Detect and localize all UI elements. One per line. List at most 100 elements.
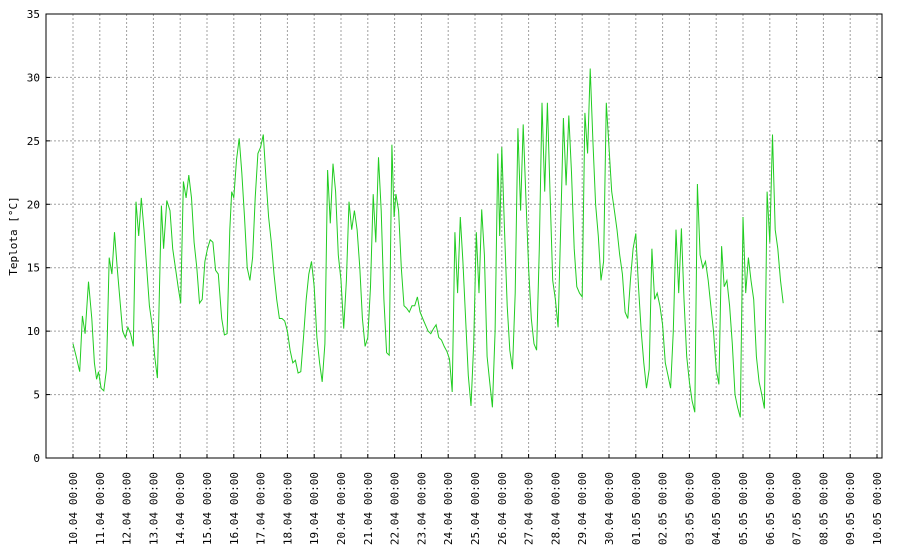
x-tick-group: 00:00 12.04 xyxy=(121,472,134,545)
x-tick-group: 00:00 15.04 xyxy=(201,472,214,545)
x-tick-time-label: 00:00 xyxy=(469,472,482,505)
x-tick-time-label: 00:00 xyxy=(415,472,428,505)
x-tick-group: 00:00 10.05 xyxy=(871,472,884,545)
x-tick-group: 00:00 05.05 xyxy=(737,472,750,545)
x-tick-time-label: 00:00 xyxy=(523,472,536,505)
y-tick-label: 5 xyxy=(33,389,40,402)
x-tick-group: 00:00 29.04 xyxy=(576,472,589,545)
x-tick-time-label: 00:00 xyxy=(121,472,134,505)
x-tick-group: 00:00 26.04 xyxy=(496,472,509,545)
x-tick-group: 00:00 24.04 xyxy=(442,472,455,545)
x-tick-date-label: 22.04 xyxy=(389,512,402,545)
x-tick-date-label: 05.05 xyxy=(737,512,750,545)
x-tick-group: 00:00 20.04 xyxy=(335,472,348,545)
x-tick-date-label: 01.05 xyxy=(630,512,643,545)
x-tick-date-label: 18.04 xyxy=(281,512,294,545)
axis-ticks: 0 5 10 15 20 25 30 35 00:00 10.04 00:00 11.04 00:00 1… xyxy=(27,8,884,545)
x-tick-date-label: 27.04 xyxy=(523,512,536,545)
x-tick-group: 00:00 13.04 xyxy=(147,472,160,545)
series-layer xyxy=(72,68,784,418)
y-tick-label: 10 xyxy=(27,325,40,338)
x-tick-time-label: 00:00 xyxy=(389,472,402,505)
x-tick-group: 00:00 08.05 xyxy=(817,472,830,545)
x-tick-date-label: 15.04 xyxy=(201,512,214,545)
x-tick-group: 00:00 04.05 xyxy=(710,472,723,545)
x-tick-date-label: 10.05 xyxy=(871,512,884,545)
x-tick-date-label: 23.04 xyxy=(415,512,428,545)
x-tick-time-label: 00:00 xyxy=(764,472,777,505)
x-tick-time-label: 00:00 xyxy=(308,472,321,505)
x-tick-time-label: 00:00 xyxy=(576,472,589,505)
x-tick-time-label: 00:00 xyxy=(657,472,670,505)
x-tick-time-label: 00:00 xyxy=(844,472,857,505)
grid xyxy=(46,14,882,458)
x-tick-date-label: 03.05 xyxy=(683,512,696,545)
x-tick-date-label: 12.04 xyxy=(121,512,134,545)
x-tick-date-label: 28.04 xyxy=(549,512,562,545)
x-tick-date-label: 16.04 xyxy=(228,512,241,545)
x-tick-group: 00:00 07.05 xyxy=(791,472,804,545)
x-tick-time-label: 00:00 xyxy=(67,472,80,505)
x-tick-time-label: 00:00 xyxy=(442,472,455,505)
x-tick-date-label: 09.05 xyxy=(844,512,857,545)
x-tick-date-label: 24.04 xyxy=(442,512,455,545)
x-tick-group: 00:00 23.04 xyxy=(415,472,428,545)
x-tick-date-label: 04.05 xyxy=(710,512,723,545)
x-tick-date-label: 20.04 xyxy=(335,512,348,545)
x-tick-time-label: 00:00 xyxy=(147,472,160,505)
x-tick-time-label: 00:00 xyxy=(549,472,562,505)
x-tick-group: 00:00 22.04 xyxy=(389,472,402,545)
x-tick-date-label: 25.04 xyxy=(469,512,482,545)
x-tick-group: 00:00 10.04 xyxy=(67,472,80,545)
x-tick-date-label: 13.04 xyxy=(147,512,160,545)
x-tick-date-label: 21.04 xyxy=(362,512,375,545)
x-tick-time-label: 00:00 xyxy=(603,472,616,505)
x-tick-date-label: 26.04 xyxy=(496,512,509,545)
y-tick-label: 25 xyxy=(27,135,40,148)
x-tick-group: 00:00 02.05 xyxy=(657,472,670,545)
x-tick-date-label: 07.05 xyxy=(791,512,804,545)
x-tick-date-label: 19.04 xyxy=(308,512,321,545)
x-tick-date-label: 10.04 xyxy=(67,512,80,545)
x-tick-date-label: 11.04 xyxy=(94,512,107,545)
x-tick-time-label: 00:00 xyxy=(94,472,107,505)
x-tick-group: 00:00 11.04 xyxy=(94,472,107,545)
x-tick-group: 00:00 14.04 xyxy=(174,472,187,545)
x-tick-time-label: 00:00 xyxy=(817,472,830,505)
x-tick-time-label: 00:00 xyxy=(737,472,750,505)
y-tick-label: 20 xyxy=(27,198,40,211)
x-tick-time-label: 00:00 xyxy=(630,472,643,505)
x-tick-time-label: 00:00 xyxy=(174,472,187,505)
y-axis-label: Teplota [°C] xyxy=(7,196,20,275)
x-tick-date-label: 14.04 xyxy=(174,512,187,545)
x-tick-time-label: 00:00 xyxy=(255,472,268,505)
x-tick-time-label: 00:00 xyxy=(335,472,348,505)
x-tick-group: 00:00 17.04 xyxy=(255,472,268,545)
x-tick-time-label: 00:00 xyxy=(496,472,509,505)
x-tick-time-label: 00:00 xyxy=(871,472,884,505)
x-tick-group: 00:00 09.05 xyxy=(844,472,857,545)
plot-frame xyxy=(45,13,883,459)
x-tick-date-label: 08.05 xyxy=(817,512,830,545)
x-tick-group: 00:00 28.04 xyxy=(549,472,562,545)
x-tick-group: 00:00 01.05 xyxy=(630,472,643,545)
x-tick-group: 00:00 21.04 xyxy=(362,472,375,545)
x-tick-group: 00:00 16.04 xyxy=(228,472,241,545)
y-tick-label: 15 xyxy=(27,262,40,275)
x-tick-date-label: 30.04 xyxy=(603,512,616,545)
x-tick-group: 00:00 27.04 xyxy=(523,472,536,545)
x-tick-time-label: 00:00 xyxy=(683,472,696,505)
x-tick-group: 00:00 18.04 xyxy=(281,472,294,545)
y-tick-label: 35 xyxy=(27,8,40,21)
x-tick-group: 00:00 25.04 xyxy=(469,472,482,545)
y-tick-label: 30 xyxy=(27,71,40,84)
x-tick-time-label: 00:00 xyxy=(710,472,723,505)
x-tick-time-label: 00:00 xyxy=(228,472,241,505)
x-tick-group: 00:00 19.04 xyxy=(308,472,321,545)
x-tick-group: 00:00 30.04 xyxy=(603,472,616,545)
y-tick-label: 0 xyxy=(33,452,40,465)
x-tick-group: 00:00 03.05 xyxy=(683,472,696,545)
x-tick-date-label: 29.04 xyxy=(576,512,589,545)
series-line-temperature xyxy=(72,68,784,418)
